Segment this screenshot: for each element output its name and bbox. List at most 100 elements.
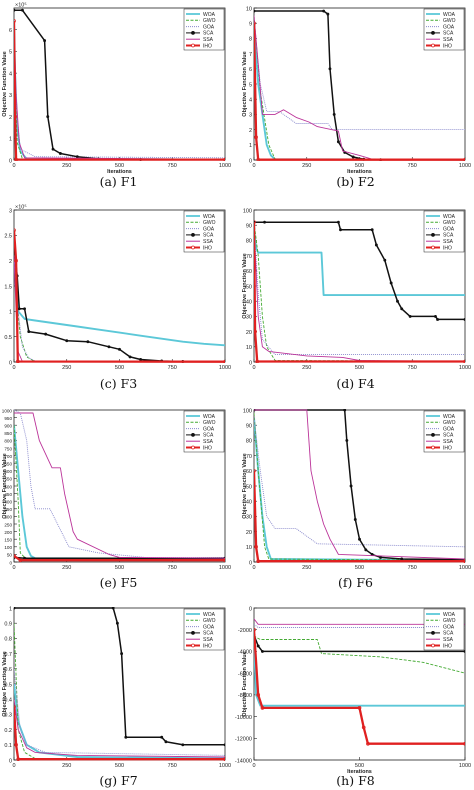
series-ssa <box>254 15 465 161</box>
marker-sca <box>111 607 115 610</box>
y-tick-label: 400 <box>4 500 12 505</box>
marker-sca <box>160 735 164 739</box>
y-axis-label: Objective Function Value <box>242 651 248 716</box>
marker-iho <box>256 693 261 697</box>
marker-sca <box>434 314 437 318</box>
marker-sca <box>17 307 21 311</box>
y-tick-label: 1000 <box>2 408 13 413</box>
marker-iho <box>463 559 465 563</box>
legend-label-woa: WOA <box>443 214 456 220</box>
marker-sca <box>65 339 69 343</box>
marker-sca <box>345 438 349 442</box>
marker-iho <box>361 725 366 730</box>
y-tick-label: 1 <box>9 606 12 612</box>
marker-iho <box>14 258 18 263</box>
x-tick-label: 0 <box>252 763 255 769</box>
marker-sca <box>124 735 128 739</box>
marker-sca <box>14 607 16 610</box>
marker-iho <box>14 19 16 23</box>
y-tick-label: 0 <box>9 758 12 764</box>
caption-f7: (g) F7 <box>99 773 138 788</box>
legend-label-sca: SCA <box>443 631 454 637</box>
x-tick-label: 0 <box>12 365 15 371</box>
marker-sca <box>322 9 326 13</box>
marker-sca <box>353 517 357 521</box>
x-tick-label: 750 <box>168 365 177 371</box>
marker-sca <box>46 115 50 119</box>
legend-label-gwo: GWO <box>443 18 456 24</box>
y-tick-label: 600 <box>4 469 12 474</box>
x-axis-label: Iterations <box>347 769 372 775</box>
series-ssa <box>14 412 225 559</box>
x-tick-label: 0 <box>252 163 255 169</box>
marker-sca <box>328 67 332 71</box>
marker-sca <box>44 332 48 336</box>
y-tick-label: 80 <box>246 439 252 445</box>
y-tick-label: 0.5 <box>4 335 12 341</box>
marker-iho <box>223 359 225 363</box>
y-tick-label: 1.5 <box>4 284 12 290</box>
legend-label-goa: GOA <box>203 426 215 432</box>
marker-iho <box>254 21 256 26</box>
series-goa <box>254 23 465 131</box>
series-woa <box>14 255 225 347</box>
marker-iho <box>254 135 258 140</box>
series-gwo <box>254 634 465 674</box>
marker-sca <box>20 8 24 12</box>
x-tick-label: 0 <box>252 565 255 571</box>
y-tick-label: 1 <box>249 143 252 149</box>
y-tick-label: 850 <box>4 431 12 436</box>
marker-iho <box>254 627 256 632</box>
y-tick-label: 5 <box>9 50 12 56</box>
x-tick-label: 500 <box>115 763 124 769</box>
marker-sca <box>374 243 378 247</box>
x-tick-label: 1000 <box>459 365 471 371</box>
legend-label-iho: IHO <box>203 43 212 49</box>
y-tick-label: 9 <box>249 22 252 28</box>
x-tick-label: 500 <box>115 163 124 169</box>
marker-iho <box>14 228 16 233</box>
marker-sca <box>389 281 393 285</box>
y-tick-label: -14000 <box>235 758 252 764</box>
y-axis-label: Objective Function Value <box>242 253 248 318</box>
marker-sca <box>256 644 260 648</box>
y-tick-label: 2 <box>9 115 12 121</box>
y-tick-label: 10 <box>246 345 252 351</box>
y-tick-label: 0.8 <box>4 637 12 643</box>
y-tick-label: 0.3 <box>4 713 12 719</box>
marker-sca <box>86 340 90 344</box>
marker-iho <box>366 741 370 746</box>
x-tick-label: 250 <box>302 163 311 169</box>
marker-iho <box>14 704 16 709</box>
marker-iho <box>357 706 362 710</box>
legend-label-sca: SCA <box>203 433 214 439</box>
y-tick-label: 10 <box>246 545 252 551</box>
marker-sca <box>364 548 368 552</box>
legend-label-iho: IHO <box>203 445 212 451</box>
y-tick-label: 10 <box>246 6 252 12</box>
series-iho <box>254 470 465 563</box>
x-tick-label: 250 <box>62 163 71 169</box>
legend-label-iho: IHO <box>203 245 212 251</box>
series-ssa <box>254 409 465 560</box>
marker-sca <box>120 652 124 656</box>
legend-label-woa: WOA <box>443 612 456 618</box>
marker-sca <box>463 317 465 321</box>
legend-label-woa: WOA <box>203 612 216 618</box>
caption-f3: (c) F3 <box>99 376 138 391</box>
marker-sca <box>332 112 336 116</box>
x-tick-label: 750 <box>168 163 177 169</box>
y-axis-label: Objective Function Value <box>242 51 248 116</box>
series-gwo <box>254 412 465 561</box>
y-tick-label: 40 <box>246 300 252 306</box>
caption-f4: (d) F4 <box>336 376 375 391</box>
y-tick-label: 3 <box>9 208 12 214</box>
y-tick-label: 650 <box>4 462 12 467</box>
marker-sca <box>58 152 62 155</box>
marker-iho <box>15 359 20 363</box>
x-tick-label: 750 <box>408 565 417 571</box>
y-tick-label: -8000 <box>238 693 252 699</box>
x-axis-label: Iterations <box>107 169 132 175</box>
